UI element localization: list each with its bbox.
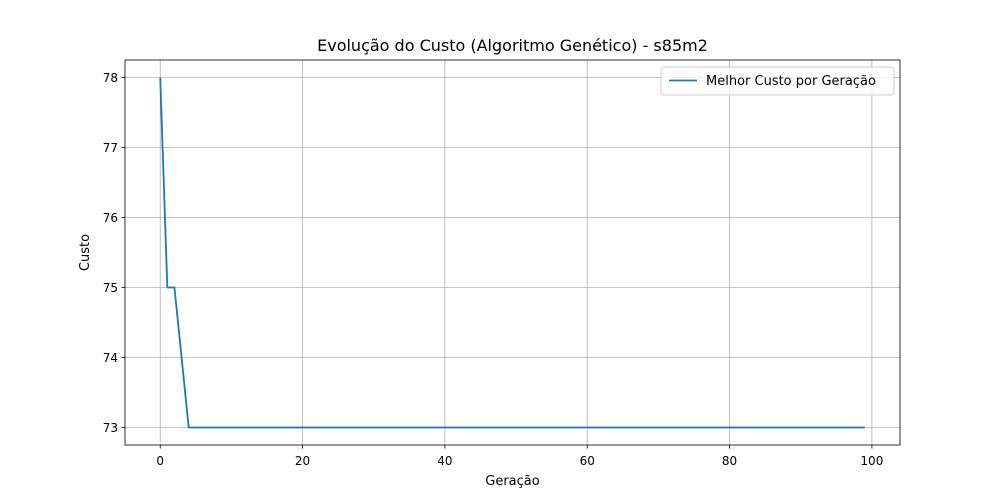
y-tick-label: 73 [103,421,118,435]
plot-frame [124,59,901,446]
x-tick-label: 80 [722,454,737,468]
y-tick-label: 77 [103,141,118,155]
y-tick-label: 75 [103,281,118,295]
x-tick-label: 0 [156,454,164,468]
x-tick-label: 20 [295,454,310,468]
legend-box [660,66,895,96]
legend-label: Melhor Custo por Geração [706,74,876,89]
y-tick-label: 74 [103,351,118,365]
y-tick-label: 78 [103,71,118,85]
x-tick-label: 40 [437,454,452,468]
chart-title: Evolução do Custo (Algoritmo Genético) -… [317,36,708,55]
legend: Melhor Custo por Geração [660,66,895,96]
x-tick-label: 100 [860,454,883,468]
axis-ticks: 0 20 40 60 80 100 73 74 75 76 77 78 [103,71,884,468]
x-tick-label: 60 [580,454,595,468]
y-tick-label: 76 [103,211,118,225]
y-axis-label: Custo [78,234,93,271]
series-line [159,77,865,429]
x-axis-label: Geração [485,474,539,489]
series-layer [159,77,865,429]
